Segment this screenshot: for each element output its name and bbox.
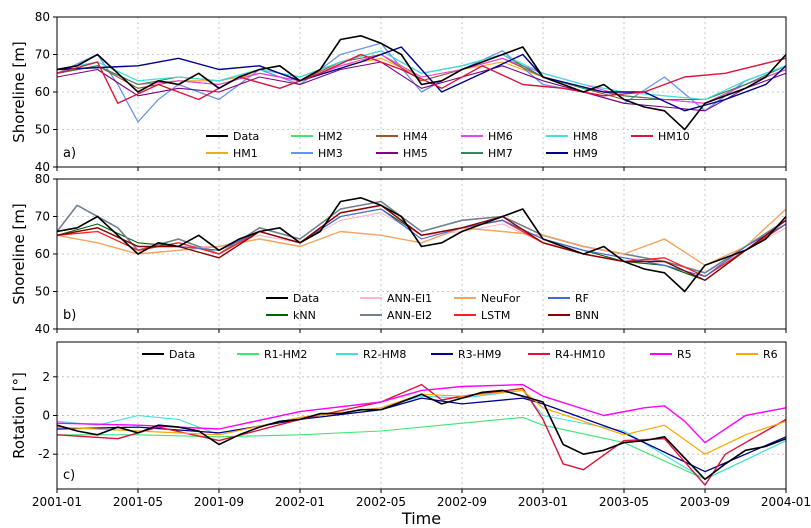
series-line-Data xyxy=(57,34,786,131)
series-group xyxy=(57,197,786,293)
legend-label: HM9 xyxy=(573,147,598,160)
series-line-NeuFor xyxy=(57,208,786,266)
legend-label: RF xyxy=(575,292,589,305)
x-tick-label: 2001-05 xyxy=(113,495,163,509)
series-line-LSTM xyxy=(57,204,786,278)
x-tick-label: 2002-09 xyxy=(437,495,487,509)
y-tick-label: 50 xyxy=(35,285,50,299)
series-line-Data xyxy=(57,389,786,481)
axes-frame xyxy=(56,16,787,168)
legend-label: R6 xyxy=(763,348,778,361)
y-tick-label: 80 xyxy=(35,172,50,186)
legend-label: LSTM xyxy=(481,309,510,322)
series-line-HM9 xyxy=(57,46,786,112)
panel-label: c) xyxy=(63,468,75,483)
series-group xyxy=(57,34,786,131)
y-tick-label: 60 xyxy=(35,85,50,99)
series-line-R1-HM2 xyxy=(57,416,786,480)
y-tick-label: 70 xyxy=(35,48,50,62)
legend-label: R2-HM8 xyxy=(363,348,406,361)
legend-label: HM5 xyxy=(403,147,428,160)
legend-label: Data xyxy=(169,348,195,361)
legend-label: R1-HM2 xyxy=(264,348,307,361)
legend-label: kNN xyxy=(293,309,316,322)
legend-label: BNN xyxy=(575,309,599,322)
y-tick-label: 0 xyxy=(42,409,50,423)
legend-label: NeuFor xyxy=(481,292,521,305)
panel-0: 40 50 60 70 80 Shoreline [m] a) xyxy=(10,10,787,174)
x-tick-label: 2003-01 xyxy=(518,495,568,509)
series-line-ANN-EI2 xyxy=(57,200,786,274)
legend-0: Data HM1 HM2 HM3 HM4 HM5 HM6 HM7 HM8 HM9 HM10 xyxy=(206,130,690,160)
y-tick-label: 2 xyxy=(42,370,50,384)
series-line-R4-HM10 xyxy=(57,383,786,486)
y-tick-label: -2 xyxy=(38,447,50,461)
y-axis-label: Shoreline [m] xyxy=(10,41,28,142)
legend-label: HM3 xyxy=(318,147,343,160)
axes-frame xyxy=(56,341,787,490)
x-tick-label: 2004-01 xyxy=(761,495,811,509)
y-tick-label: 80 xyxy=(35,10,50,24)
x-tick-label: 2001-01 xyxy=(32,495,82,509)
series-line-R5 xyxy=(57,383,786,444)
series-line-Data xyxy=(57,197,786,293)
legend-1: Data kNN ANN-EI1 ANN-EI2 NeuFor LSTM RF BNN xyxy=(266,292,599,322)
y-tick-label: 60 xyxy=(35,247,50,261)
legend-label: ANN-EI1 xyxy=(387,292,432,305)
legend-label: HM6 xyxy=(488,130,513,143)
y-tick-label: 50 xyxy=(35,123,50,137)
panel-label: a) xyxy=(63,146,76,161)
y-tick-label: 40 xyxy=(35,322,50,336)
panel-1: 40 50 60 70 80 Shoreline [m] b) xyxy=(10,172,787,336)
y-tick-label: 40 xyxy=(35,160,50,174)
x-tick-label: 2001-09 xyxy=(194,495,244,509)
series-group xyxy=(57,383,786,486)
y-tick-label: 70 xyxy=(35,210,50,224)
legend-label: ANN-EI2 xyxy=(387,309,432,322)
legend-label: HM8 xyxy=(573,130,598,143)
x-axis-label: Time xyxy=(401,509,441,528)
legend-label: R3-HM9 xyxy=(458,348,501,361)
series-line-HM5 xyxy=(57,61,786,112)
legend-label: HM10 xyxy=(658,130,690,143)
legend-label: HM7 xyxy=(488,147,513,160)
legend-label: R5 xyxy=(677,348,692,361)
legend-label: Data xyxy=(293,292,319,305)
series-line-R6 xyxy=(57,389,786,455)
legend-label: HM1 xyxy=(233,147,258,160)
x-tick-label: 2002-01 xyxy=(275,495,325,509)
series-line-HM10 xyxy=(57,53,786,105)
y-axis-label: Rotation [°] xyxy=(10,372,28,459)
x-tick-label: 2003-05 xyxy=(599,495,649,509)
panel-label: b) xyxy=(63,308,76,323)
legend-label: HM4 xyxy=(403,130,428,143)
series-line-R3-HM9 xyxy=(57,397,786,473)
x-tick-label: 2003-09 xyxy=(680,495,730,509)
series-line-HM8 xyxy=(57,50,786,101)
x-tick-label: 2002-05 xyxy=(356,495,406,509)
panel-2: -2 0 2 Rotation [°] c) xyxy=(10,341,787,493)
legend-label: R4-HM10 xyxy=(555,348,605,361)
legend-label: Data xyxy=(233,130,259,143)
axes-frame xyxy=(56,178,787,330)
y-axis-label: Shoreline [m] xyxy=(10,203,28,304)
legend-2: Data R1-HM2 R2-HM8 R3-HM9 R4-HM10 R5 R6 xyxy=(142,348,778,361)
legend-label: HM2 xyxy=(318,130,343,143)
